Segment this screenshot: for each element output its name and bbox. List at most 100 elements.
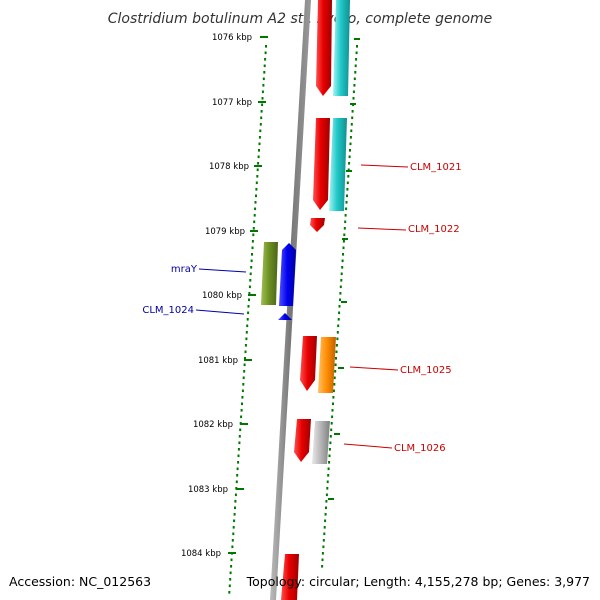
tick-dot xyxy=(330,422,333,425)
label-leader xyxy=(349,366,399,371)
tick-dot xyxy=(255,181,258,185)
tick-dot xyxy=(230,565,233,568)
tick-dot xyxy=(234,493,237,497)
tick-dot xyxy=(260,116,263,120)
tick-dot xyxy=(331,415,334,419)
tick-dot xyxy=(253,214,256,217)
tick-dot xyxy=(235,480,238,484)
gene-feature[interactable] xyxy=(318,337,336,393)
tick-dot xyxy=(340,279,343,282)
tick-dot xyxy=(252,227,255,230)
gene-label-clm-1024[interactable]: CLM_1024 xyxy=(142,305,194,316)
tick-dot xyxy=(262,84,265,87)
tick-dot xyxy=(348,162,351,165)
topology-text: Topology: circular; Length: 4,155,278 bp… xyxy=(246,574,590,589)
tick-dot xyxy=(239,428,242,432)
tick-dot xyxy=(344,214,347,217)
tick-dot xyxy=(326,487,329,490)
tick-dot xyxy=(345,201,348,204)
gene-label-mray[interactable]: mraY xyxy=(171,264,198,275)
tick-dot xyxy=(250,259,253,263)
tick-dot xyxy=(254,201,257,204)
tick-dot xyxy=(236,474,239,477)
tick-dot xyxy=(234,500,237,503)
tick-dot xyxy=(346,188,349,191)
gene-label-clm-1026[interactable]: CLM_1026 xyxy=(394,443,446,454)
tick-dot xyxy=(335,344,338,347)
tick-label: 1081 kbp xyxy=(198,356,238,366)
tick-dot xyxy=(240,415,243,419)
tick-dot xyxy=(262,77,265,81)
tick-dot xyxy=(230,558,233,562)
tick-dot xyxy=(332,402,334,406)
tick-dot xyxy=(264,58,267,61)
tick-dot xyxy=(258,142,261,146)
tick-dot xyxy=(332,396,335,399)
tick-dot xyxy=(243,363,246,367)
tick-dot xyxy=(325,493,328,497)
tick-dot xyxy=(328,454,331,458)
tick-dot xyxy=(229,578,232,581)
gene-feature[interactable] xyxy=(312,421,330,464)
tick-dot xyxy=(251,253,253,256)
tick-dot xyxy=(334,363,337,367)
tick-dot xyxy=(347,168,350,172)
tick-label: 1084 kbp xyxy=(181,549,221,559)
right-tick-marks xyxy=(328,38,360,500)
tick-dot xyxy=(336,331,339,334)
gene-feature[interactable] xyxy=(279,243,296,306)
tick-dot xyxy=(244,350,247,354)
tick-dot xyxy=(251,246,254,250)
gene-feature[interactable] xyxy=(316,0,332,96)
tick-dot xyxy=(255,194,257,198)
tick-dot xyxy=(327,474,330,477)
gene-feature[interactable] xyxy=(278,313,292,320)
gene-feature[interactable] xyxy=(313,118,330,210)
tick-dot xyxy=(237,448,240,451)
tick-dot xyxy=(261,90,264,94)
tick-dot xyxy=(323,526,326,529)
tick-dot xyxy=(326,480,329,484)
tick-dot xyxy=(339,292,342,295)
gene-label-clm-1021[interactable]: CLM_1021 xyxy=(410,162,462,173)
tick-dot xyxy=(321,565,324,568)
tick-dot xyxy=(341,259,344,263)
gene-feature[interactable] xyxy=(329,118,347,211)
tick-dot xyxy=(346,194,348,198)
tick-dot xyxy=(228,591,231,594)
tick-dot xyxy=(248,285,251,289)
gene-label-clm-1022[interactable]: CLM_1022 xyxy=(408,224,460,235)
tick-label: 1076 kbp xyxy=(212,33,252,43)
gene-feature[interactable] xyxy=(310,218,325,232)
tick-dot xyxy=(237,454,240,458)
tick-dot xyxy=(337,324,340,328)
tick-dot xyxy=(352,97,355,100)
coordinate-ticks: 1076 kbp 1077 kbp 1078 kbp 1079 kbp 1080… xyxy=(181,33,268,559)
tick-dot xyxy=(339,298,341,302)
gene-feature[interactable] xyxy=(333,0,350,96)
gene-feature[interactable] xyxy=(261,242,278,305)
tick-dot xyxy=(265,45,267,48)
tick-dot xyxy=(351,110,354,113)
map-title: Clostridium botulinum A2 str. Kyoto, com… xyxy=(108,11,493,27)
tick-dot xyxy=(243,370,246,373)
tick-dot xyxy=(327,467,330,471)
gene-label-clm-1025[interactable]: CLM_1025 xyxy=(400,365,452,376)
gene-feature[interactable] xyxy=(294,419,311,462)
tick-dot xyxy=(246,324,249,328)
gene-feature[interactable] xyxy=(281,554,299,600)
tick-dot xyxy=(351,116,354,120)
gene-feature[interactable] xyxy=(300,336,317,391)
tick-dot xyxy=(244,344,247,347)
tick-dot xyxy=(350,123,353,126)
label-leader xyxy=(343,443,393,449)
tick-dot xyxy=(258,149,260,152)
tick-dot xyxy=(353,84,356,87)
tick-dot xyxy=(338,311,341,315)
tick-dot xyxy=(324,519,327,523)
tick-dot xyxy=(244,357,246,360)
tick-dot xyxy=(259,129,262,133)
tick-dot xyxy=(343,233,346,237)
tick-dot xyxy=(339,285,342,289)
